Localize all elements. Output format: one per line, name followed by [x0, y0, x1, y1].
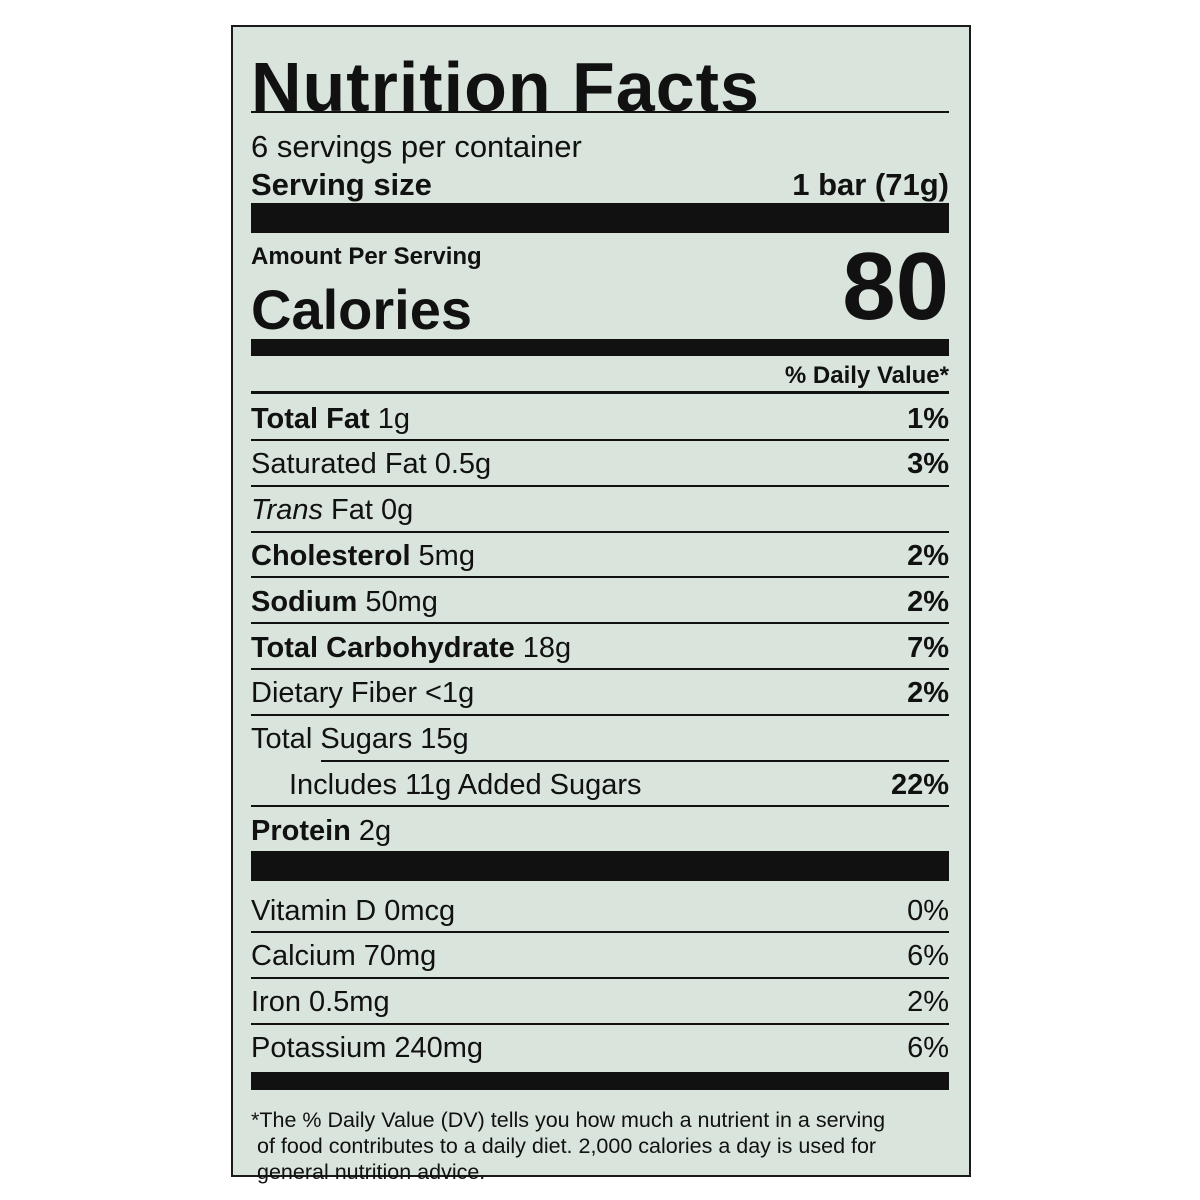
vitamin-amount: 0.5mg: [308, 986, 390, 1019]
vitamin-row: Iron 0.5mg 2%: [251, 983, 949, 1023]
daily-value: 2%: [907, 677, 949, 710]
daily-value: 0%: [907, 894, 949, 927]
nutrient-row: Total Carbohydrate 18g 7%: [251, 628, 949, 668]
nutrient-amount: 1g: [377, 402, 410, 435]
nutrient-name: Saturated Fat: [251, 448, 427, 481]
nutrient-amount: 5mg: [418, 539, 475, 572]
rule: [251, 484, 949, 487]
vitamin-amount: 0mcg: [384, 894, 456, 927]
nutrient-name: Cholesterol: [251, 539, 411, 572]
rule: [251, 976, 949, 979]
rule: [251, 530, 949, 533]
vitamin-name: Iron: [251, 986, 301, 1019]
rule: [251, 931, 949, 933]
rule: [251, 1022, 949, 1025]
serving-size-value: 1 bar (71g): [792, 167, 949, 202]
vitamin-row: Vitamin D 0mcg 0%: [251, 891, 949, 931]
rule: [251, 439, 949, 441]
rule: [251, 391, 949, 394]
daily-value-header: % Daily Value*: [784, 362, 949, 389]
nutrient-name: Total Fat: [251, 402, 370, 435]
nutrient-name: Total Sugars: [251, 723, 413, 756]
daily-value: 2%: [907, 539, 949, 572]
nutrient-row: Protein 2g: [251, 811, 949, 851]
vitamin-name: Vitamin D: [251, 894, 377, 927]
daily-value: 6%: [907, 1031, 949, 1064]
serving-size-label: Serving size: [251, 167, 432, 202]
nutrient-amount: 15g: [420, 723, 469, 756]
vitamin-row: Calcium 70mg 6%: [251, 937, 949, 977]
nutrient-row: Includes 11g Added Sugars 22%: [251, 765, 949, 805]
nutrient-row: Sodium 50mg 2%: [251, 582, 949, 622]
vitamin-amount: 70mg: [363, 940, 437, 973]
nutrient-name: Total Carbohydrate: [251, 631, 515, 664]
daily-value: 2%: [907, 585, 949, 618]
vitamin-name: Potassium: [251, 1031, 387, 1064]
nutrient-name: Dietary Fiber: [251, 677, 417, 710]
nutrient-row: Total Fat 1g 1%: [251, 399, 949, 439]
footnote-line: *The % Daily Value (DV) tells you how mu…: [251, 1108, 886, 1133]
calories-value: 80: [842, 233, 949, 340]
vitamin-row: Potassium 240mg 6%: [251, 1028, 949, 1068]
nutrient-name: Trans: [251, 494, 323, 527]
rule: [321, 759, 949, 762]
daily-value: 2%: [907, 986, 949, 1019]
nutrient-amount: 0.5g: [434, 448, 492, 481]
footnote-line: of food contributes to a daily diet. 2,0…: [257, 1134, 877, 1159]
daily-value: 1%: [907, 402, 949, 435]
rule: [251, 668, 949, 670]
vitamin-amount: 240mg: [394, 1031, 484, 1064]
daily-value: 7%: [907, 631, 949, 664]
nutrient-row: Cholesterol 5mg 2%: [251, 536, 949, 576]
footnote-line: general nutrition advice.: [257, 1160, 486, 1185]
nutrient-amount: 18g: [522, 631, 572, 664]
rule: [251, 576, 949, 579]
thick-bar: [251, 1072, 949, 1091]
vitamin-name: Calcium: [251, 940, 356, 973]
nutrient-amount: 50mg: [365, 585, 438, 618]
thick-bar: [251, 851, 949, 881]
daily-value: 3%: [907, 448, 949, 481]
nutrient-row: Saturated Fat 0.5g 3%: [251, 445, 949, 485]
rule: [251, 622, 949, 625]
rule: [251, 805, 949, 808]
nutrition-label: Nutrition Facts 6 servings per container…: [231, 25, 971, 1184]
amount-label: Amount Per Serving: [251, 243, 482, 270]
calories-label: Calories: [251, 278, 472, 341]
thick-bar: [251, 339, 949, 356]
nutrient-name: Sodium: [251, 585, 358, 618]
rule: [251, 111, 949, 113]
title: Nutrition Facts: [251, 48, 760, 126]
nutrient-row: Total Sugars 15g: [251, 720, 949, 760]
nutrient-row: Dietary Fiber <1g 2%: [251, 674, 949, 714]
nutrient-amount: <1g: [425, 677, 475, 710]
nutrient-row: Trans Fat 0g: [251, 491, 949, 531]
daily-value: 6%: [907, 940, 949, 973]
thick-bar: [251, 203, 949, 233]
daily-value: 22%: [890, 768, 949, 801]
servings: 6 servings per container: [251, 129, 582, 164]
nutrient-name: Protein: [251, 814, 351, 847]
nutrient-amount: Fat 0g: [330, 494, 414, 527]
nutrient-name: Includes 11g Added Sugars: [289, 768, 642, 801]
nutrient-amount: 2g: [358, 814, 392, 847]
rule: [251, 713, 949, 716]
